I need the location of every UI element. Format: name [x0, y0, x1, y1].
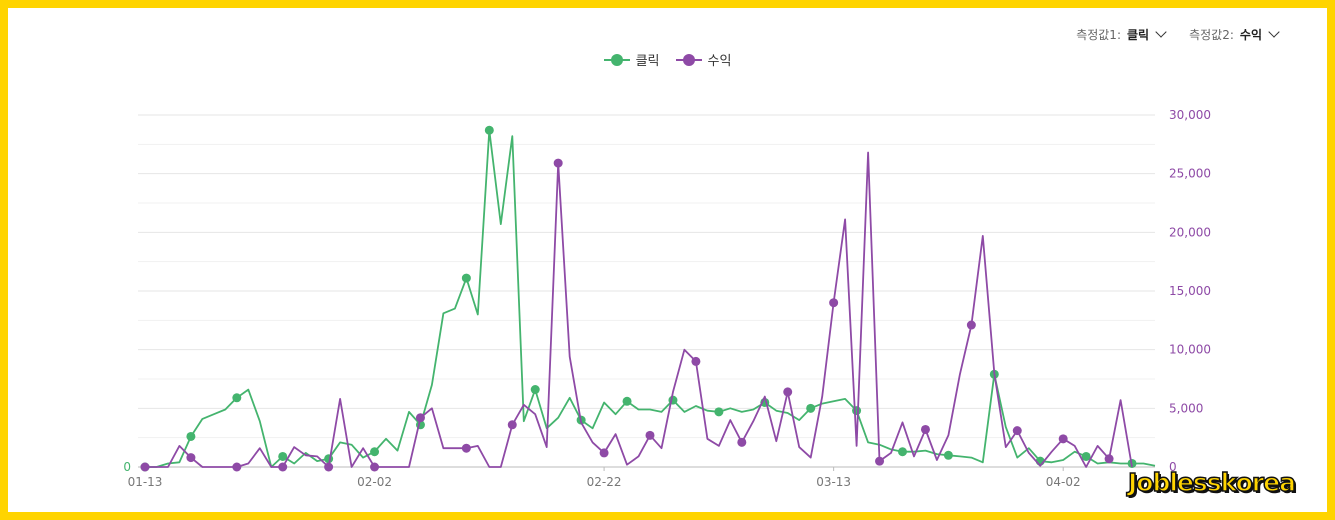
x-axis-tick-label: 02-22 — [587, 475, 622, 489]
metric1-label: 측정값1: — [1076, 28, 1121, 42]
legend-label-revenue: 수익 — [707, 54, 732, 69]
data-point-revenue — [875, 456, 885, 466]
x-axis-tick-label: 03-13 — [816, 475, 851, 489]
data-point-click — [898, 447, 907, 457]
data-point-revenue — [737, 437, 747, 447]
data-point-revenue — [691, 356, 701, 366]
chart-panel — [8, 8, 1327, 512]
x-axis-tick-label: 02-02 — [357, 475, 392, 489]
legend-item-revenue[interactable]: 수익 — [675, 50, 732, 69]
data-point-revenue — [966, 320, 976, 330]
data-point-revenue — [829, 298, 839, 308]
metric-controls: 측정값1: 클릭 측정값2: 수익 — [1076, 26, 1280, 43]
data-point-revenue — [140, 462, 150, 472]
legend-swatch-click — [603, 53, 630, 66]
x-axis-tick-label: 04-02 — [1046, 475, 1081, 489]
data-point-revenue — [186, 453, 196, 463]
data-point-revenue — [1058, 434, 1068, 444]
data-point-revenue — [599, 448, 609, 458]
metric2-dropdown[interactable]: 측정값2: 수익 — [1189, 26, 1280, 43]
data-point-revenue — [461, 443, 471, 453]
right-axis-tick-label: 20,000 — [1169, 225, 1211, 239]
data-point-click — [370, 447, 380, 457]
metric1-dropdown[interactable]: 측정값1: 클릭 — [1076, 26, 1167, 43]
data-point-click — [1081, 451, 1091, 461]
series-line-revenue — [145, 151, 1133, 468]
data-point-revenue — [645, 430, 655, 440]
metric1-value: 클릭 — [1127, 28, 1150, 42]
data-point-click — [806, 403, 816, 413]
x-axis-tick-label: 01-13 — [128, 475, 163, 489]
data-point-revenue — [324, 462, 334, 472]
legend-swatch-revenue — [675, 53, 702, 66]
chart-legend: 클릭 수익 — [0, 50, 1335, 69]
data-point-revenue — [920, 424, 930, 434]
metric2-label: 측정값2: — [1189, 28, 1234, 42]
right-axis-tick-label: 30,000 — [1169, 108, 1211, 122]
data-point-revenue — [1104, 454, 1114, 464]
metric2-value: 수익 — [1239, 28, 1262, 42]
right-axis-tick-label: 5,000 — [1169, 401, 1203, 415]
data-point-revenue — [370, 462, 380, 472]
right-axis-tick-label: 0 — [1169, 460, 1177, 474]
data-point-click — [622, 396, 632, 406]
data-point-click — [943, 450, 953, 460]
data-point-click — [232, 393, 242, 403]
series-line-click — [145, 129, 1156, 468]
right-axis-tick-label: 15,000 — [1169, 284, 1211, 298]
legend-label-click: 클릭 — [635, 54, 660, 69]
right-axis-tick-label: 10,000 — [1169, 343, 1211, 357]
right-axis-tick-label: 25,000 — [1169, 167, 1211, 181]
data-point-revenue — [1012, 426, 1022, 436]
watermark-logo: Joblesskorea — [1127, 467, 1296, 498]
data-point-revenue — [278, 462, 288, 472]
data-point-click — [186, 431, 196, 441]
data-point-click — [530, 385, 540, 395]
data-point-click — [484, 125, 494, 135]
data-point-click — [278, 451, 288, 461]
data-point-revenue — [783, 387, 793, 397]
data-point-click — [714, 407, 724, 417]
data-point-revenue — [415, 413, 425, 423]
data-point-revenue — [232, 462, 242, 472]
legend-item-click[interactable]: 클릭 — [603, 50, 660, 69]
data-point-revenue — [553, 158, 563, 168]
data-point-click — [852, 406, 862, 416]
data-point-click — [461, 273, 471, 283]
left-axis-tick-label: 0 — [123, 460, 131, 474]
data-point-revenue — [507, 420, 517, 430]
